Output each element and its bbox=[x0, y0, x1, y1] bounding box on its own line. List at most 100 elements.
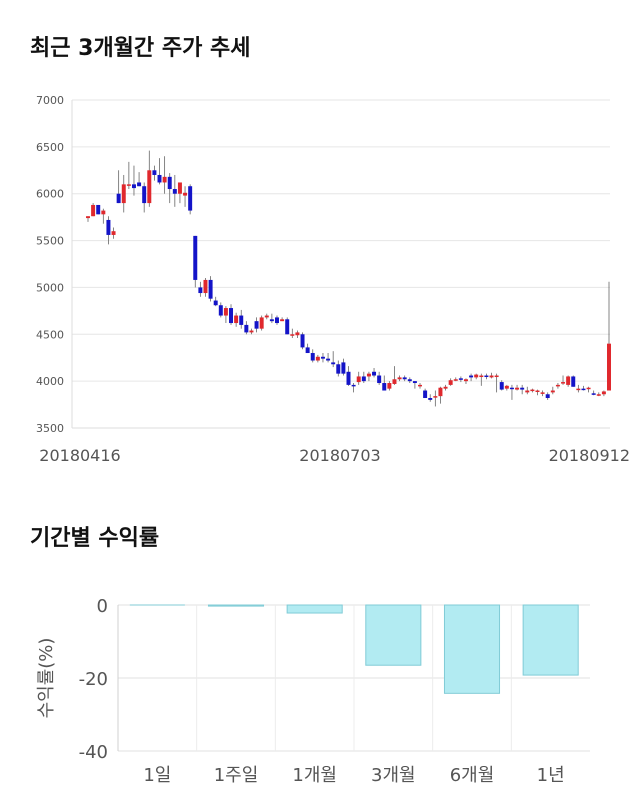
candle-body bbox=[157, 174, 162, 183]
x-tick-label: 20180703 bbox=[299, 446, 380, 465]
candle-body bbox=[566, 376, 571, 385]
candle-body bbox=[249, 330, 254, 333]
candle-body bbox=[509, 387, 514, 390]
candle-body bbox=[223, 308, 228, 316]
candle-body bbox=[177, 182, 182, 194]
candle-body bbox=[91, 204, 96, 217]
candle-body bbox=[198, 287, 203, 294]
x-tick-label: 20180912 bbox=[549, 446, 630, 465]
candle-body bbox=[305, 347, 310, 354]
candle-body bbox=[285, 319, 290, 335]
candle-body bbox=[183, 192, 188, 196]
x-tick-label: 1년 bbox=[537, 765, 565, 786]
candle-body bbox=[264, 315, 269, 318]
candle-body bbox=[561, 382, 566, 384]
candle-body bbox=[453, 379, 458, 381]
candle-body bbox=[96, 204, 101, 215]
candle-body bbox=[515, 387, 520, 390]
candle-body bbox=[229, 308, 234, 324]
x-tick-label: 6개월 bbox=[450, 765, 495, 786]
candle-body bbox=[188, 186, 193, 211]
price-trend-title: 최근 3개월간 주가 추세 bbox=[30, 36, 251, 61]
candle-body bbox=[433, 396, 438, 398]
candle-body bbox=[397, 377, 402, 380]
candle-body bbox=[162, 176, 167, 183]
candle-body bbox=[116, 193, 121, 204]
candle-body bbox=[315, 356, 320, 361]
candle-body bbox=[591, 393, 596, 395]
candle-body bbox=[448, 380, 453, 385]
candle-body bbox=[147, 170, 152, 204]
candle-body bbox=[295, 332, 300, 336]
candle-body bbox=[101, 210, 106, 215]
return-bar bbox=[207, 604, 265, 607]
candle-body bbox=[392, 379, 397, 384]
candle-body bbox=[382, 383, 387, 391]
candle-body bbox=[346, 371, 351, 385]
candle-body bbox=[469, 375, 474, 378]
y-tick-label: 4000 bbox=[36, 375, 64, 388]
candle-body bbox=[111, 231, 116, 235]
candle-body bbox=[320, 356, 325, 359]
candle-body bbox=[121, 184, 126, 204]
candle-body bbox=[254, 321, 259, 329]
candle-body bbox=[479, 375, 484, 378]
price-trend-chart: 7000 6500 6000 5500 5000 4500 4000 3500 20180416… bbox=[36, 94, 630, 465]
return-bar bbox=[286, 604, 343, 614]
candle-body bbox=[167, 176, 172, 190]
candle-body bbox=[137, 182, 142, 187]
x-tick-label: 1일 bbox=[143, 765, 171, 786]
candle-body bbox=[418, 384, 423, 387]
candle-body bbox=[218, 305, 223, 316]
candle-body bbox=[402, 377, 407, 380]
candle-body bbox=[203, 279, 208, 294]
candle-body bbox=[484, 375, 489, 378]
y-tick-label: 0 bbox=[97, 596, 108, 617]
candle-body bbox=[499, 382, 504, 390]
candle-body bbox=[571, 376, 576, 387]
candle-body bbox=[366, 373, 371, 377]
candle-body bbox=[607, 343, 611, 391]
y-tick-label: 5500 bbox=[36, 235, 64, 248]
y-axis-label: 수익률(%) bbox=[36, 638, 57, 719]
candle-body bbox=[601, 391, 606, 395]
candle-body bbox=[331, 362, 336, 365]
candle-body bbox=[550, 390, 555, 393]
candle-body bbox=[576, 388, 581, 391]
candle-body bbox=[494, 375, 499, 378]
candle-body bbox=[336, 364, 341, 374]
candle-body bbox=[86, 216, 90, 219]
candle-body bbox=[377, 375, 382, 384]
candle-body bbox=[596, 394, 601, 396]
candle-body bbox=[361, 376, 366, 382]
x-tick-label: 3개월 bbox=[371, 765, 416, 786]
y-tick-label: 5000 bbox=[36, 281, 64, 294]
candle-body bbox=[131, 184, 136, 189]
candle-body bbox=[428, 398, 433, 400]
y-tick-label: 6500 bbox=[36, 141, 64, 154]
candle-body bbox=[555, 384, 560, 387]
candle-body bbox=[387, 383, 392, 389]
candle-body bbox=[126, 184, 131, 186]
candle-body bbox=[310, 353, 315, 361]
x-tick-label: 20180416 bbox=[39, 446, 120, 465]
candle-body bbox=[259, 317, 264, 329]
candle-body bbox=[407, 379, 412, 382]
candle-body bbox=[540, 392, 545, 394]
return-bar bbox=[522, 604, 579, 676]
candle-body bbox=[193, 235, 198, 280]
candle-body bbox=[142, 186, 147, 204]
candle-body bbox=[443, 386, 448, 389]
candle-body bbox=[581, 388, 586, 391]
candle-body bbox=[545, 394, 550, 399]
return-by-period-title: 기간별 수익률 bbox=[30, 526, 160, 551]
candle-body bbox=[152, 170, 157, 175]
candle-body bbox=[372, 371, 377, 376]
y-tick-label: -40 bbox=[79, 742, 108, 763]
y-tick-label: 6000 bbox=[36, 188, 64, 201]
x-tick-label: 1개월 bbox=[292, 765, 337, 786]
candle-body bbox=[239, 315, 244, 325]
y-tick-label: 4500 bbox=[36, 328, 64, 341]
candle-body bbox=[535, 390, 540, 393]
